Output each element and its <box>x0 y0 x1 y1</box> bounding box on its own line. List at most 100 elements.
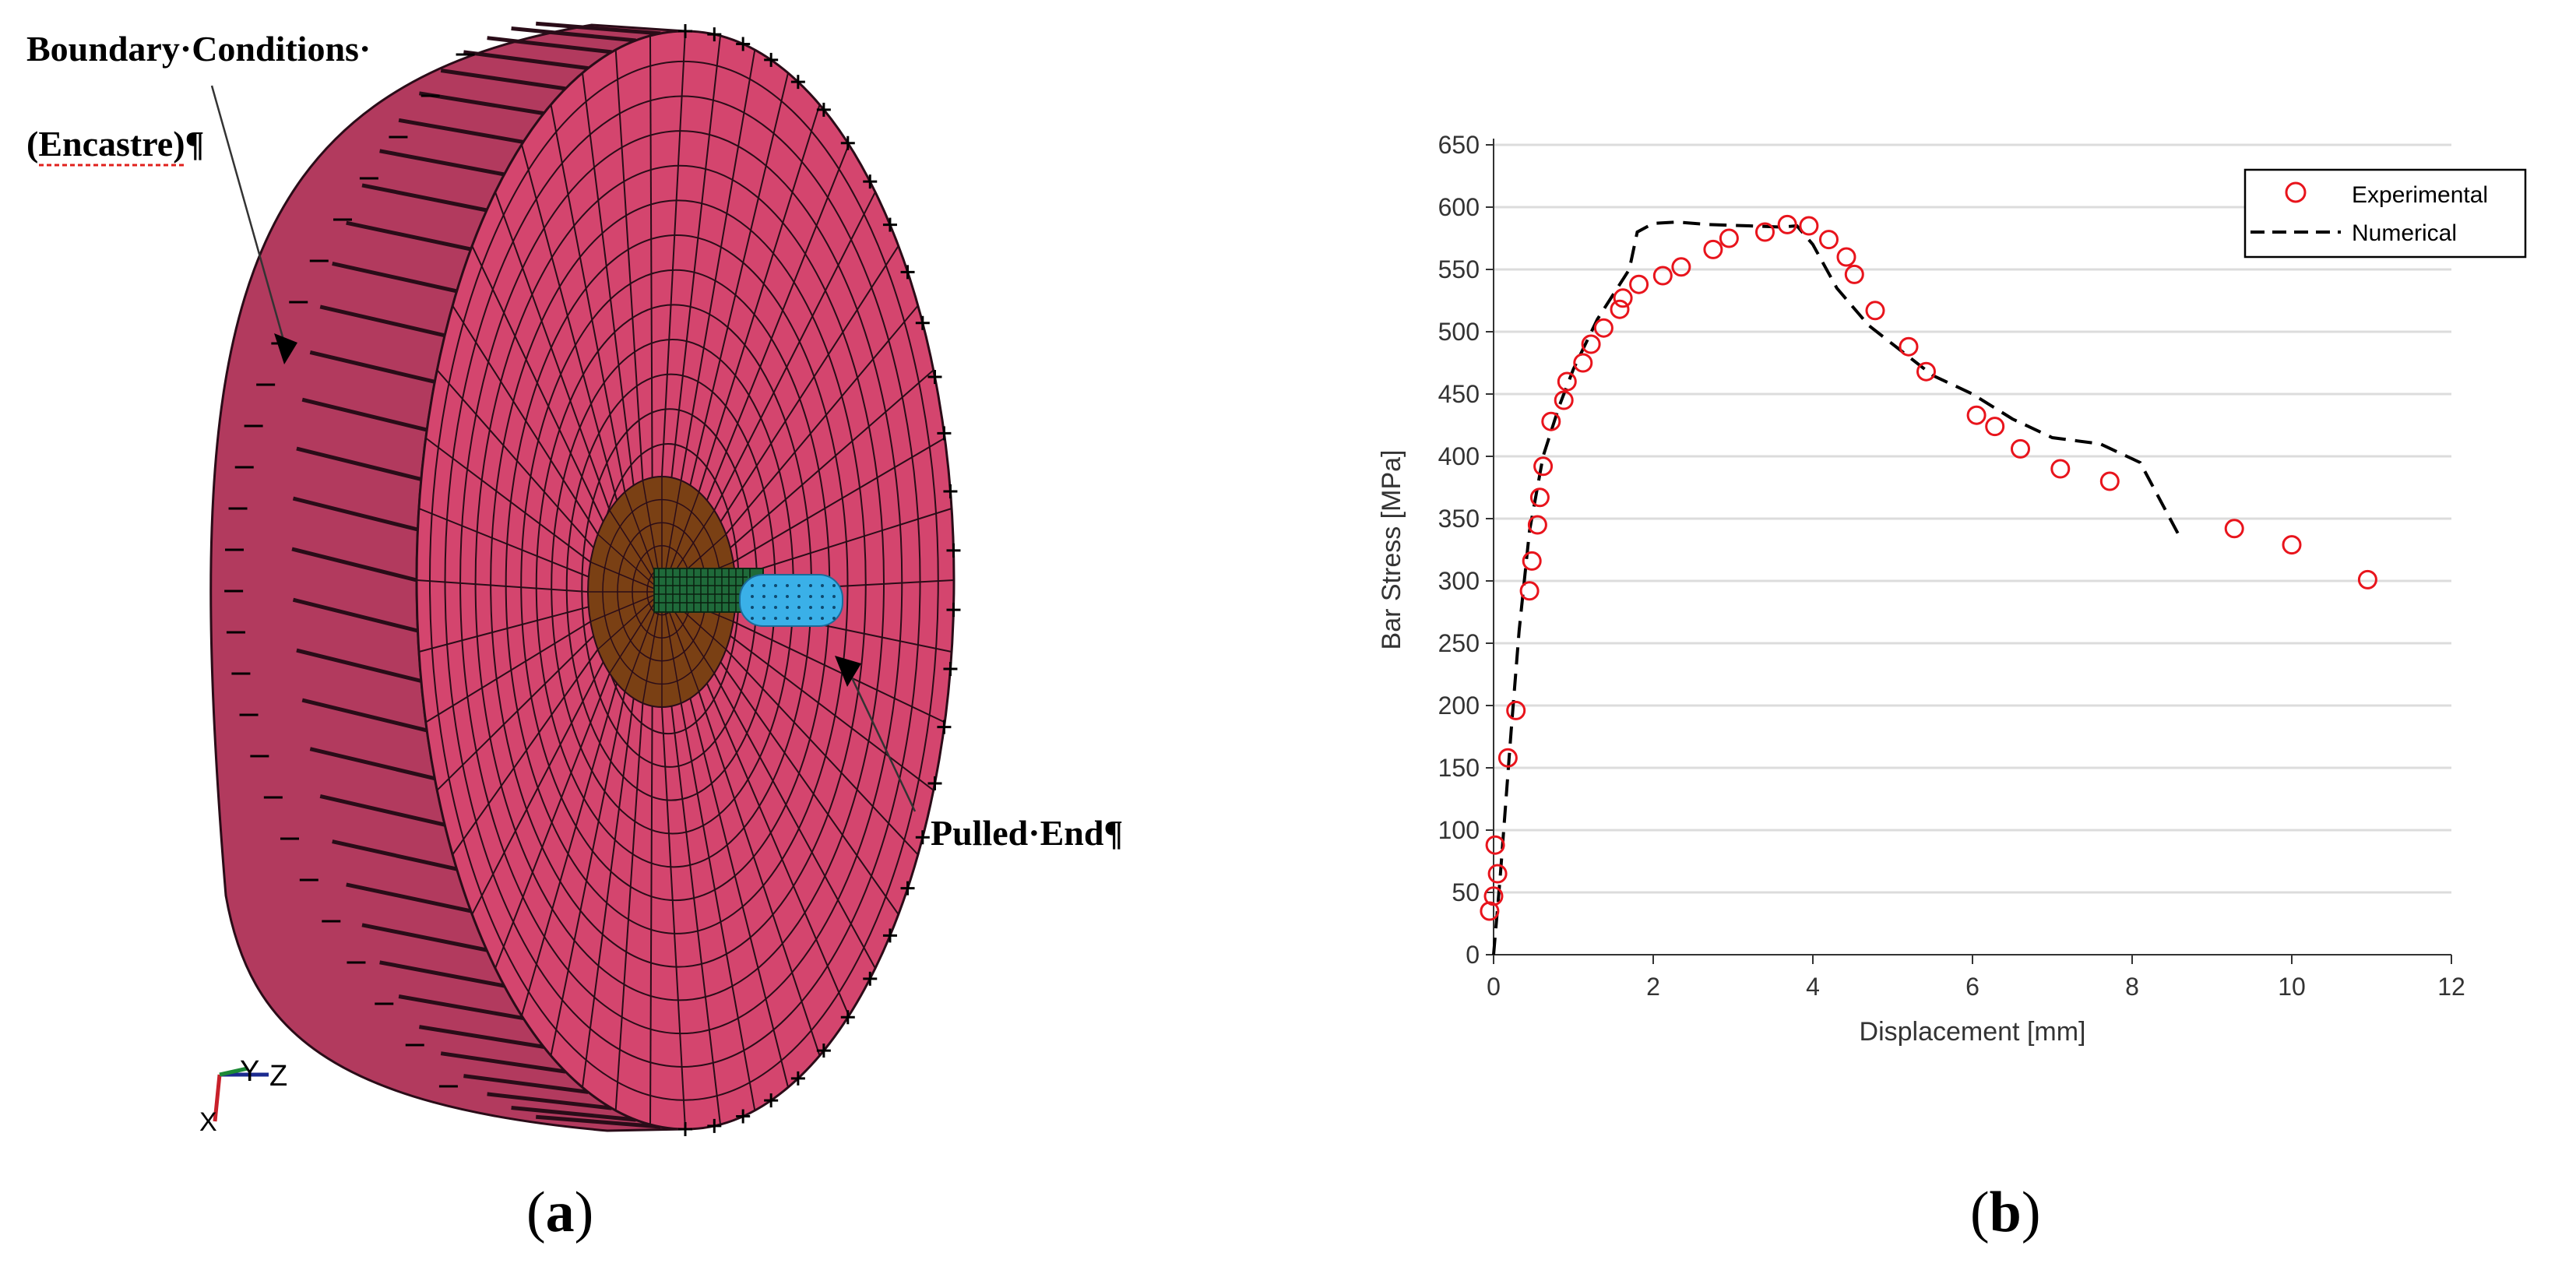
insert-mesh-radial <box>589 561 663 593</box>
pulled-end-node <box>786 606 789 609</box>
face-mesh-radial <box>689 72 789 486</box>
legend-numerical-label: Numerical <box>2352 220 2457 246</box>
rim-mesh-line <box>536 21 661 36</box>
pulled-end-node <box>821 617 824 620</box>
experimental-point <box>1485 835 1505 855</box>
face-mesh-radial <box>614 49 644 481</box>
rim-mesh-lines <box>291 21 661 1129</box>
x-tick-label: 10 <box>2278 973 2306 1001</box>
face-mesh-radial <box>649 706 653 1125</box>
experimental-point <box>1916 361 1936 382</box>
experimental-point <box>1533 456 1554 477</box>
chart-legend: Experimental Numerical <box>2243 168 2527 259</box>
pulled-end-node <box>762 617 765 620</box>
insert-mesh-radial <box>597 533 663 593</box>
pulled-end-node <box>751 595 754 598</box>
numerical-series <box>1492 220 2182 955</box>
y-tick-labels: 0 50 100 150 200 250 300 350 400 450 500 550 600 650 <box>1438 131 1480 969</box>
rim-mesh-line <box>292 597 419 633</box>
insert-mesh-radial <box>597 591 663 650</box>
rim-mesh-line <box>309 350 435 384</box>
experimental-point <box>1652 266 1673 286</box>
y-tick-label: 400 <box>1438 442 1480 470</box>
triad-y-label: Y <box>240 1055 259 1088</box>
pulled-end-node <box>821 584 824 587</box>
caption-a: (a) <box>526 1181 594 1244</box>
pulled-end-node <box>762 584 765 587</box>
experimental-point <box>1755 222 1775 242</box>
face-mesh-radial <box>725 304 919 535</box>
pulled-end-node <box>797 595 801 598</box>
face-mesh-radial <box>452 649 599 856</box>
experimental-point <box>1497 748 1518 768</box>
experimental-point <box>1519 581 1540 601</box>
face-mesh-radial <box>521 144 618 501</box>
experimental-point <box>2282 535 2302 555</box>
face-mesh-radial <box>730 369 934 549</box>
experimental-point <box>1487 864 1508 884</box>
face-mesh-radial <box>680 49 756 481</box>
pulled-leader-arrowhead <box>835 656 861 687</box>
experimental-point <box>1703 239 1723 259</box>
experimental-point <box>1985 417 2005 437</box>
face-mesh-radial <box>425 621 591 723</box>
face-mesh-radial <box>471 245 604 523</box>
face-mesh-radial <box>713 673 876 969</box>
x-tick-labels: 0 2 4 6 8 10 12 <box>1487 973 2465 1001</box>
x-axis-label: Displacement [mm] <box>1860 1017 2086 1047</box>
face-mesh-radial <box>680 702 756 1111</box>
rim-mesh-line <box>536 1114 661 1129</box>
rim-mesh-line <box>319 304 445 338</box>
y-tick-label: 50 <box>1452 878 1480 906</box>
face-mesh-radial <box>730 635 934 791</box>
caption-a-letter: a <box>545 1181 575 1244</box>
face-mesh-radial <box>425 437 591 563</box>
rim-mesh-line <box>346 220 472 252</box>
face-mesh-radial <box>550 104 626 492</box>
y-tick-label: 250 <box>1438 629 1480 657</box>
face-mesh-radial <box>661 706 686 1129</box>
boundary-leader-arrowhead <box>274 333 297 364</box>
rim-mesh-line <box>361 183 487 213</box>
face-mesh-radial <box>418 606 589 653</box>
experimental-point <box>1671 257 1691 277</box>
y-tick-label: 500 <box>1438 318 1480 346</box>
pulled-end-mesh <box>751 584 836 620</box>
experimental-point <box>1836 247 1856 267</box>
rim-mesh-line <box>361 923 487 952</box>
bar-mesh <box>654 568 751 612</box>
pulled-end-node <box>797 617 801 620</box>
x-tick-label: 0 <box>1487 973 1501 1001</box>
rim-mesh-line <box>301 397 428 432</box>
experimental-point <box>2099 471 2120 491</box>
experimental-point <box>1522 551 1542 571</box>
pulled-end-segment <box>739 574 843 627</box>
x-tick-label: 4 <box>1806 973 1820 1001</box>
experimental-point <box>1581 334 1601 354</box>
face-mesh-radial <box>418 508 589 578</box>
rim-mesh-line <box>296 648 422 683</box>
boundary-leader-line <box>210 85 286 343</box>
face-mesh-ring <box>505 234 849 934</box>
caption-b-letter: b <box>1989 1181 2022 1244</box>
rim-mesh-line <box>319 794 445 827</box>
face-mesh-ring <box>490 199 867 968</box>
pulled-end-node <box>832 595 836 598</box>
panel-a-mesh-figure: Y Z X Boundary·Conditions· (Encastre)¶ P… <box>0 0 1215 1277</box>
face-mesh-radial <box>733 437 945 563</box>
face-mesh-radial <box>417 579 589 593</box>
pulled-end-node <box>774 617 777 620</box>
rim-mesh-line <box>296 446 422 481</box>
experimental-point <box>1777 214 1797 234</box>
experimental-point <box>1719 228 1739 248</box>
experimental-point <box>1613 288 1633 308</box>
panel-b-chart: 0 50 100 150 200 250 300 350 400 450 500 550 600 650 … <box>1246 0 2576 1277</box>
face-mesh-radial <box>582 698 635 1088</box>
rim-mesh-line <box>309 747 435 781</box>
rim-mesh-line <box>291 547 417 582</box>
face-mesh-radial <box>614 702 644 1111</box>
y-tick-label: 100 <box>1438 816 1480 844</box>
encastre-label: (Encastre)¶ <box>26 124 204 164</box>
rim-mesh-line <box>511 1106 636 1122</box>
face-mesh-radial <box>733 621 945 723</box>
